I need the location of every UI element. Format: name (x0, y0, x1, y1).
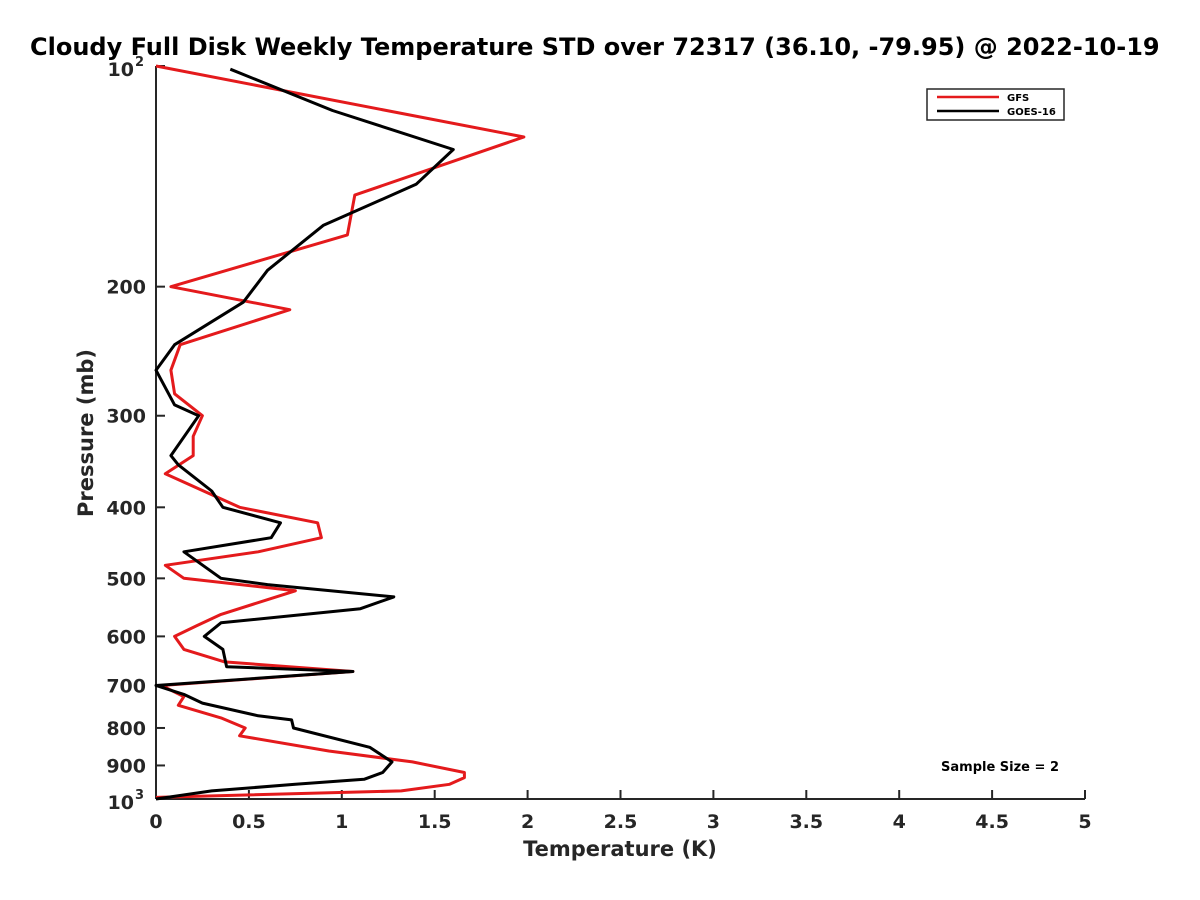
x-tick-label: 1.5 (418, 811, 452, 833)
y-tick-label: 700 (106, 675, 146, 697)
series-line-goes-16 (154, 67, 455, 801)
series-layer (154, 64, 526, 801)
y-tick-label: 400 (106, 497, 146, 519)
y-tick-label-power: 10 3 (108, 788, 145, 814)
x-tick-label: 2.5 (604, 811, 638, 833)
x-axis-label: Temperature (K) (523, 837, 717, 861)
chart-title: Cloudy Full Disk Weekly Temperature STD … (30, 33, 1160, 61)
x-axis-ticks: 0 0.5 1 1.5 2 2.5 3 3.5 4 4.5 5 (149, 790, 1092, 833)
y-axis-label: Pressure (mb) (74, 349, 98, 517)
y-tick-exponent: 2 (135, 55, 144, 70)
y-tick-label: 600 (106, 626, 146, 648)
x-tick-label: 0 (149, 811, 162, 833)
y-tick-base: 10 (108, 59, 134, 81)
x-tick-label: 5 (1078, 811, 1091, 833)
legend-box (926, 88, 1065, 121)
legend-label: GFS (1007, 93, 1029, 104)
y-tick-label-power: 10 2 (108, 55, 145, 81)
x-tick-label: 2 (521, 811, 534, 833)
sample-size-annotation: Sample Size = 2 (941, 760, 1059, 775)
x-tick-label: 1 (335, 811, 348, 833)
x-tick-label: 4.5 (975, 811, 1009, 833)
x-tick-label: 0.5 (232, 811, 266, 833)
legend: GFS GOES-16 (926, 88, 1065, 121)
y-tick-base: 10 (108, 792, 134, 814)
y-tick-label: 800 (106, 718, 146, 740)
x-tick-label: 3 (707, 811, 720, 833)
y-tick-label: 200 (106, 277, 146, 299)
y-tick-exponent: 3 (135, 788, 144, 803)
legend-label: GOES-16 (1007, 107, 1056, 118)
y-tick-label: 900 (106, 755, 146, 777)
x-tick-label: 3.5 (789, 811, 823, 833)
series-line-gfs (155, 64, 526, 799)
y-tick-label: 300 (106, 406, 146, 428)
x-tick-label: 4 (893, 811, 906, 833)
y-tick-label: 500 (106, 568, 146, 590)
